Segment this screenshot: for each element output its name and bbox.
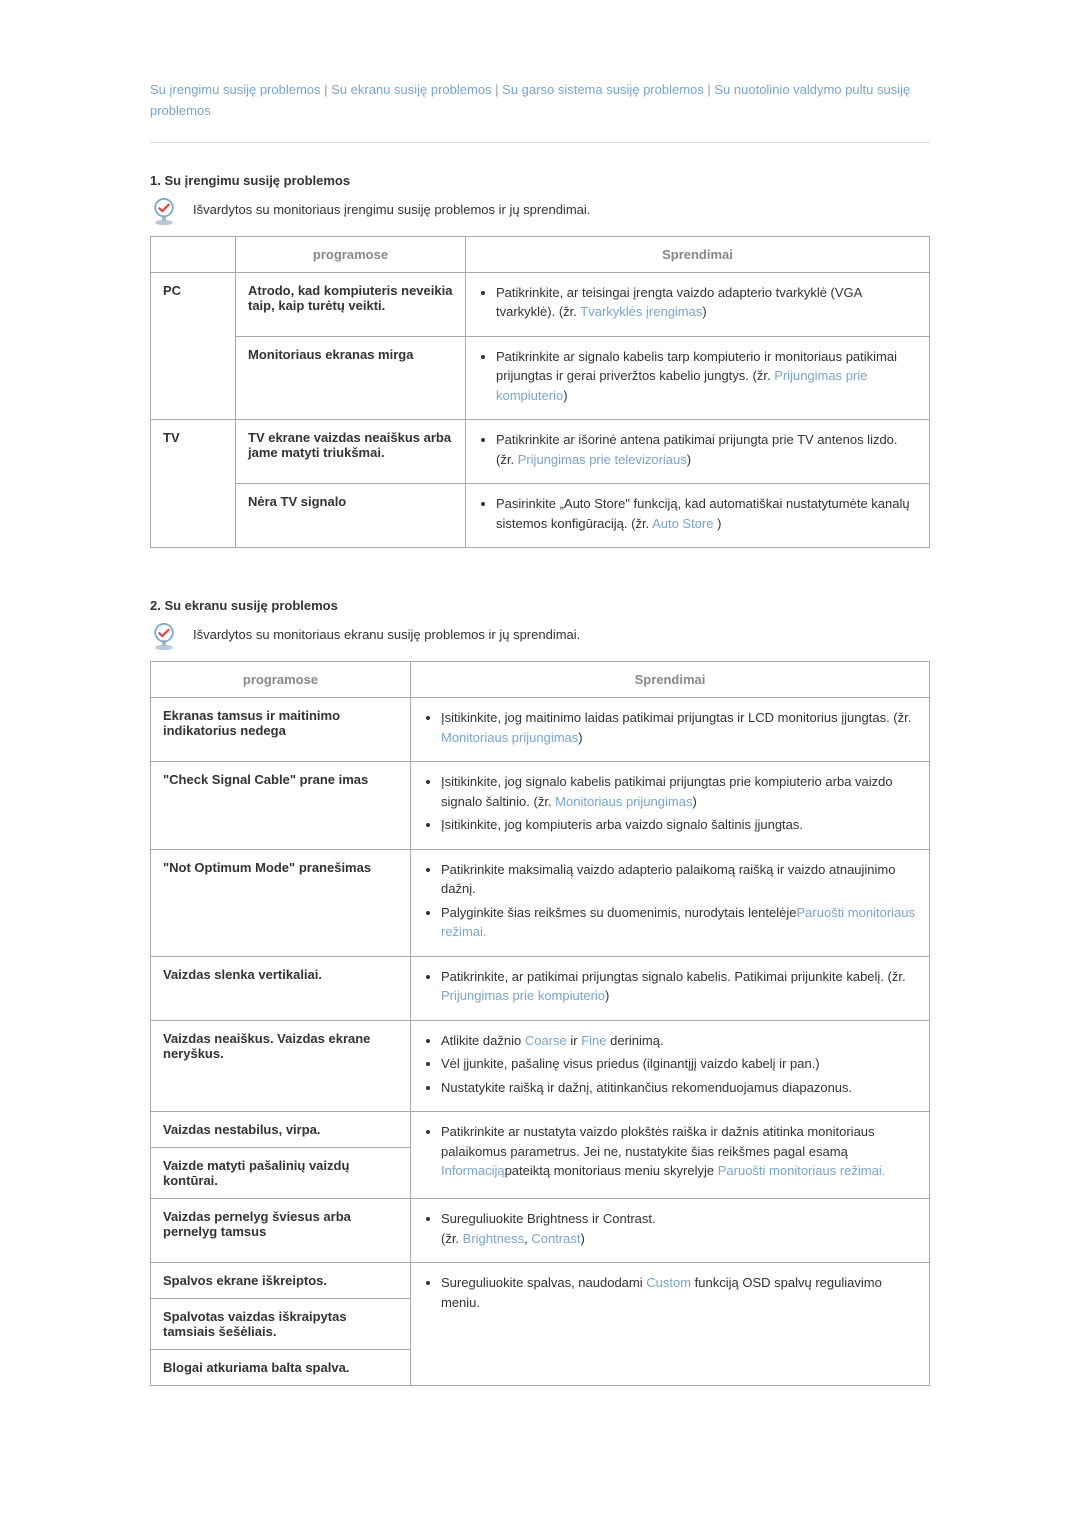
problem-cell: Ekranas tamsus ir maitinimo indikatorius… <box>151 698 411 762</box>
table-install-problems: programose Sprendimai PC Atrodo, kad kom… <box>150 236 930 549</box>
problem-cell: Vaizdas slenka vertikaliai. <box>151 956 411 1020</box>
th-programose: programose <box>236 236 466 272</box>
link-auto-store[interactable]: Auto Store <box>652 516 713 531</box>
section2-intro: Išvardytos su monitoriaus ekranu susiję … <box>193 623 580 642</box>
cat-pc: PC <box>151 272 236 420</box>
separator: | <box>492 82 503 97</box>
problem-cell: "Not Optimum Mode" pranešimas <box>151 849 411 956</box>
solution-cell: Patikrinkite ar signalo kabelis tarp kom… <box>466 336 930 420</box>
problem-cell: Vaizde matyti pašalinių vaizdų kontūrai. <box>151 1148 411 1199</box>
separator: | <box>321 82 332 97</box>
link-contrast[interactable]: Contrast <box>531 1231 580 1246</box>
link-screen-problems[interactable]: Su ekranu susiję problemos <box>331 82 491 97</box>
solution-cell: Sureguliuokite Brightness ir Contrast.(ž… <box>411 1199 930 1263</box>
solution-cell: Patikrinkite, ar teisingai įrengta vaizd… <box>466 272 930 336</box>
link-monitor-connect[interactable]: Monitoriaus prijungimas <box>555 794 692 809</box>
problem-cell: Monitoriaus ekranas mirga <box>236 336 466 420</box>
table-screen-problems: programose Sprendimai Ekranas tamsus ir … <box>150 661 930 1386</box>
link-preset-modes[interactable]: Paruošti monitoriaus režimai. <box>718 1163 886 1178</box>
problem-cell: Atrodo, kad kompiuteris neveikia taip, k… <box>236 272 466 336</box>
problem-cell: "Check Signal Cable" prane imas <box>151 762 411 850</box>
link-tv-connect[interactable]: Prijungimas prie televizoriaus <box>518 452 687 467</box>
section1-intro: Išvardytos su monitoriaus įrengimu susij… <box>193 198 590 217</box>
section2-title: 2. Su ekranu susiję problemos <box>150 598 930 613</box>
th-programose: programose <box>151 662 411 698</box>
link-information[interactable]: Informaciją <box>441 1163 505 1178</box>
solution-cell: Įsitikinkite, jog maitinimo laidas patik… <box>411 698 930 762</box>
th-sprendimai: Sprendimai <box>411 662 930 698</box>
check-icon <box>150 623 178 651</box>
link-brightness[interactable]: Brightness <box>463 1231 524 1246</box>
link-monitor-connect[interactable]: Monitoriaus prijungimas <box>441 730 578 745</box>
link-fine[interactable]: Fine <box>581 1033 606 1048</box>
link-install-problems[interactable]: Su įrengimu susiję problemos <box>150 82 321 97</box>
solution-cell: Patikrinkite, ar patikimai prijungtas si… <box>411 956 930 1020</box>
check-icon <box>150 198 178 226</box>
solution-cell: Patikrinkite maksimalią vaizdo adapterio… <box>411 849 930 956</box>
link-pc-connect[interactable]: Prijungimas prie kompiuterio <box>441 988 605 1003</box>
separator: | <box>704 82 715 97</box>
link-audio-problems[interactable]: Su garso sistema susiję problemos <box>502 82 704 97</box>
link-custom[interactable]: Custom <box>646 1275 691 1290</box>
th-empty <box>151 236 236 272</box>
problem-cell: Vaizdas neaiškus. Vaizdas ekrane neryšku… <box>151 1020 411 1112</box>
link-driver-install[interactable]: Tvarkyklės įrengimas <box>580 304 702 319</box>
problem-cell: TV ekrane vaizdas neaiškus arba jame mat… <box>236 420 466 484</box>
problem-cell: Vaizdas nestabilus, virpa. <box>151 1112 411 1148</box>
solution-cell: Sureguliuokite spalvas, naudodami Custom… <box>411 1263 930 1386</box>
section1-title: 1. Su įrengimu susiję problemos <box>150 173 930 188</box>
link-coarse[interactable]: Coarse <box>525 1033 567 1048</box>
cat-tv: TV <box>151 420 236 548</box>
th-sprendimai: Sprendimai <box>466 236 930 272</box>
problem-cell: Vaizdas pernelyg šviesus arba pernelyg t… <box>151 1199 411 1263</box>
problem-cell: Blogai atkuriama balta spalva. <box>151 1350 411 1386</box>
solution-cell: Atlikite dažnio Coarse ir Fine derinimą.… <box>411 1020 930 1112</box>
solution-cell: Įsitikinkite, jog signalo kabelis patiki… <box>411 762 930 850</box>
solution-cell: Pasirinkite „Auto Store" funkciją, kad a… <box>466 484 930 548</box>
solution-cell: Patikrinkite ar išorinė antena patikimai… <box>466 420 930 484</box>
solution-cell: Patikrinkite ar nustatyta vaizdo plokštė… <box>411 1112 930 1199</box>
problem-cell: Spalvotas vaizdas iškraipytas tamsiais š… <box>151 1299 411 1350</box>
problem-cell: Spalvos ekrane iškreiptos. <box>151 1263 411 1299</box>
problem-cell: Nėra TV signalo <box>236 484 466 548</box>
anchor-links: Su įrengimu susiję problemos | Su ekranu… <box>150 80 930 143</box>
